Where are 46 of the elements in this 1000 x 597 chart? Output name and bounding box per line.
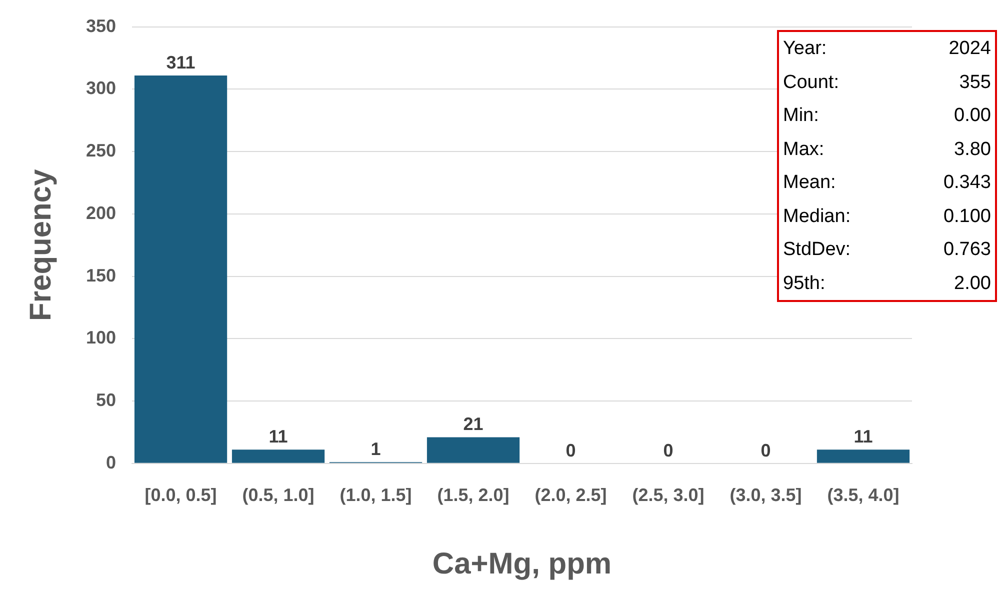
x-tick-label: (3.0, 3.5]	[730, 485, 802, 506]
text: 2024	[948, 37, 992, 61]
y-axis-title: Frequency	[24, 168, 58, 321]
x-tick-label: [0.0, 0.5]	[144, 485, 217, 506]
y-tick-label: 200	[86, 202, 116, 223]
annotation: Mean:	[782, 171, 837, 195]
bar	[232, 450, 325, 463]
annotation: Count:	[782, 70, 840, 94]
x-tick-label: (1.5, 2.0]	[437, 485, 510, 506]
x-tick-label: (3.5, 4.0]	[827, 485, 900, 506]
text: 0.343	[942, 171, 992, 195]
x-tick-label: (0.5, 1.0]	[242, 485, 314, 506]
bar	[816, 450, 910, 463]
x-tick-label: (1.0, 1.5]	[340, 485, 412, 506]
text: 2.00	[953, 272, 992, 296]
data-label: 1	[370, 439, 381, 460]
y-tick-label: 250	[86, 140, 116, 161]
y-tick-label: 150	[86, 265, 116, 286]
y-tick-label: 100	[86, 328, 116, 348]
text: 0.763	[942, 238, 992, 262]
text: 355	[958, 70, 992, 94]
data-label: 11	[268, 426, 288, 447]
data-label: 21	[463, 414, 484, 434]
y-tick-label: 300	[86, 78, 116, 98]
text: 3.80	[953, 138, 992, 162]
annotation: Median:	[782, 204, 852, 228]
x-axis-title: Ca+Mg, ppm	[432, 547, 612, 580]
x-tick-label: (2.5, 3.0]	[632, 485, 704, 506]
annotation: Min:	[782, 104, 820, 128]
x-tick-label: (2.0, 2.5]	[534, 485, 607, 506]
text: 0.00	[953, 104, 992, 128]
y-tick-label: 350	[86, 16, 116, 36]
annotation: 95th:	[782, 272, 826, 296]
data-label: 0	[760, 440, 771, 460]
bar	[426, 437, 520, 463]
data-label: 0	[663, 440, 674, 460]
data-label: 311	[166, 52, 196, 72]
annotation: Year:	[782, 37, 828, 61]
y-tick-label: 50	[96, 390, 116, 410]
bar	[134, 75, 228, 463]
data-label: 0	[566, 440, 576, 460]
data-label: 11	[854, 426, 873, 447]
annotation: Max:	[782, 138, 826, 162]
annotation: StdDev:	[782, 238, 852, 262]
text: 0.100	[942, 204, 992, 228]
y-tick-label: 0	[106, 452, 116, 472]
